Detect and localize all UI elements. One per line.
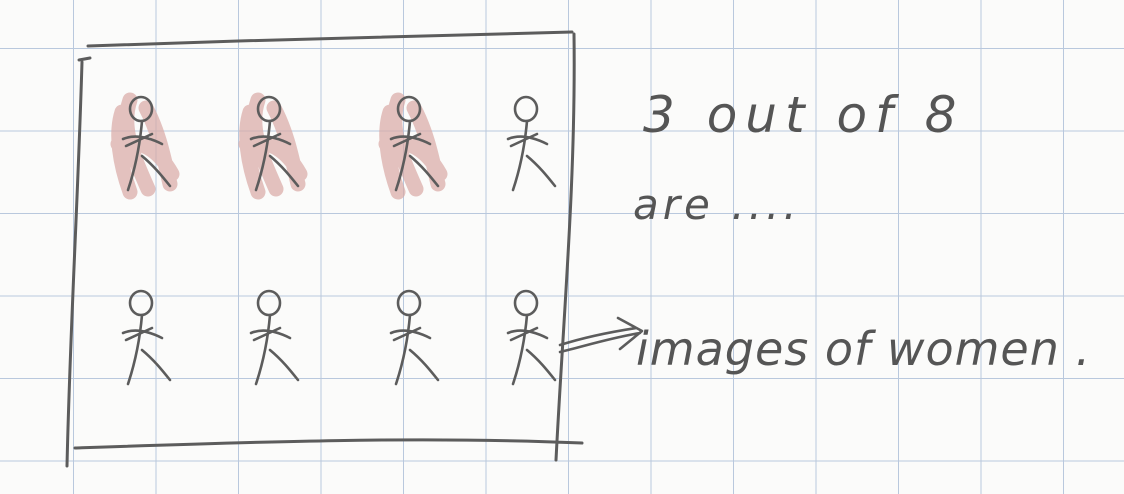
figure-body (121, 119, 172, 192)
frame-border (65, 30, 584, 468)
figure-head (513, 289, 539, 317)
stick-figure (506, 289, 557, 386)
figure-head (396, 289, 422, 317)
figure-body (506, 119, 557, 192)
note-line-1: 3 out of 8 (643, 86, 965, 144)
figure-head (513, 95, 539, 123)
stick-figure (121, 95, 172, 192)
figure-body (389, 119, 440, 192)
figure-body (389, 313, 440, 386)
figure-grid (121, 95, 557, 386)
stick-figure (389, 289, 440, 386)
figure-head (128, 289, 154, 317)
note-line-2: are .... (633, 180, 801, 229)
stick-figure (121, 289, 172, 386)
images-label: images of women . (636, 322, 1092, 376)
figure-body (249, 313, 300, 386)
stick-figure (389, 95, 440, 192)
figure-head (256, 289, 282, 317)
figure-body (506, 313, 557, 386)
stick-figure (249, 289, 300, 386)
stick-figure (249, 95, 300, 192)
arrow (558, 316, 644, 354)
stick-figure (506, 95, 557, 192)
figure-body (249, 119, 300, 192)
figure-body (121, 313, 172, 386)
